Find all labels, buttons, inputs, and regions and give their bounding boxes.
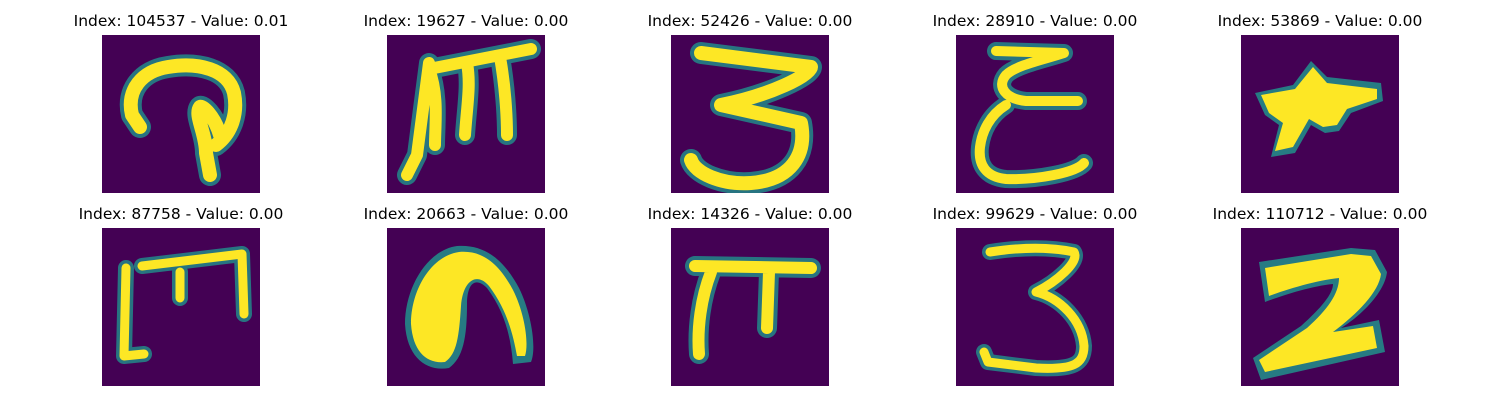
handwritten-glyph-image-6 bbox=[102, 228, 260, 386]
handwritten-glyph-image-8 bbox=[671, 228, 829, 386]
digit-image-panel-4 bbox=[956, 35, 1114, 193]
panel-title-8: Index: 14326 - Value: 0.00 bbox=[647, 205, 853, 223]
panel-title-9: Index: 99629 - Value: 0.00 bbox=[932, 205, 1138, 223]
digit-image-panel-1 bbox=[102, 35, 260, 193]
handwritten-glyph-image-3 bbox=[671, 35, 829, 193]
digit-image-panel-7 bbox=[387, 228, 545, 386]
handwritten-glyph-image-2 bbox=[387, 35, 545, 193]
digit-image-panel-9 bbox=[956, 228, 1114, 386]
panel-title-10: Index: 110712 - Value: 0.00 bbox=[1212, 205, 1428, 223]
digit-image-panel-6 bbox=[102, 228, 260, 386]
digit-image-panel-5 bbox=[1241, 35, 1399, 193]
panel-title-1: Index: 104537 - Value: 0.01 bbox=[73, 12, 289, 30]
panel-title-5: Index: 53869 - Value: 0.00 bbox=[1217, 12, 1423, 30]
panel-title-7: Index: 20663 - Value: 0.00 bbox=[363, 205, 569, 223]
handwritten-glyph-image-1 bbox=[102, 35, 260, 193]
digit-image-panel-10 bbox=[1241, 228, 1399, 386]
panel-title-4: Index: 28910 - Value: 0.00 bbox=[932, 12, 1138, 30]
panel-title-2: Index: 19627 - Value: 0.00 bbox=[363, 12, 569, 30]
digit-image-panel-8 bbox=[671, 228, 829, 386]
digit-image-panel-2 bbox=[387, 35, 545, 193]
digit-image-panel-3 bbox=[671, 35, 829, 193]
handwritten-glyph-image-5 bbox=[1241, 35, 1399, 193]
handwritten-glyph-image-4 bbox=[956, 35, 1114, 193]
panel-title-3: Index: 52426 - Value: 0.00 bbox=[647, 12, 853, 30]
handwritten-glyph-image-9 bbox=[956, 228, 1114, 386]
handwritten-glyph-image-10 bbox=[1241, 228, 1399, 386]
handwritten-glyph-image-7 bbox=[387, 228, 545, 386]
panel-title-6: Index: 87758 - Value: 0.00 bbox=[78, 205, 284, 223]
